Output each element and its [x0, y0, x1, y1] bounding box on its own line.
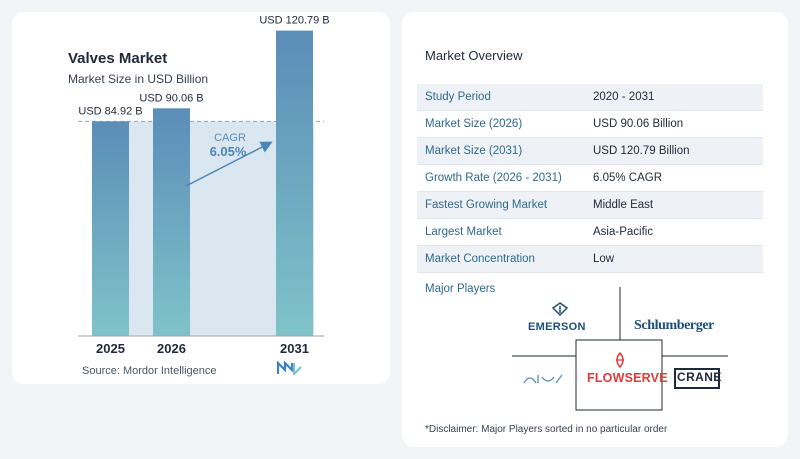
source-text: Source: Mordor Intelligence [82, 365, 217, 377]
overview-row-label: Study Period [425, 91, 491, 103]
emerson-icon [552, 302, 568, 316]
mordor-logo-icon [277, 361, 302, 375]
overview-row-label: Market Size (2026) [425, 118, 523, 130]
players-grid [512, 287, 728, 411]
category-label-2031: 2031 [280, 341, 309, 356]
logo-schlumberger: Schlumberger [634, 318, 714, 333]
cagr-arrow [185, 141, 273, 187]
overview-row: Market Size (2031) USD 120.79 Billion [417, 138, 763, 165]
logo-flowserve: FLOWSERVE [587, 371, 668, 385]
value-label-2026: USD 90.06 B [139, 92, 203, 104]
crane-logo-box [674, 368, 720, 389]
value-label-2025: USD 84.92 B [78, 105, 142, 117]
overview-row: Fastest Growing Market Middle East [417, 192, 763, 219]
overview-row-value: Asia-Pacific [593, 226, 654, 238]
bar-2026 [153, 108, 190, 336]
category-label-2025: 2025 [96, 341, 125, 356]
overview-row: Largest Market Asia-Pacific [417, 219, 763, 246]
overview-row: Growth Rate (2026 - 2031) 6.05% CAGR [417, 165, 763, 192]
cagr-label: CAGR [214, 132, 246, 144]
overview-row: Market Concentration Low [417, 246, 763, 273]
overview-row-label: Market Concentration [425, 253, 535, 265]
overview-row-value: USD 90.06 Billion [593, 118, 684, 130]
overview-row-label: Market Size (2031) [425, 145, 523, 157]
overview-table: Study Period 2020 - 2031 Market Size (2026… [417, 84, 763, 273]
chart-subtitle: Market Size in USD Billion [68, 72, 209, 86]
category-label-2026: 2026 [157, 341, 186, 356]
cagr-value: 6.05% [210, 144, 247, 159]
major-players-title: Major Players [425, 283, 496, 295]
bar-2031 [276, 30, 313, 336]
overview-row-value: Middle East [593, 199, 654, 211]
overview-row-value: Low [593, 253, 615, 265]
chart-title: Valves Market [68, 50, 168, 67]
overview-row-value: 6.05% CAGR [593, 172, 663, 184]
overview-row-label: Largest Market [425, 226, 502, 238]
overview-row-value: 2020 - 2031 [593, 91, 655, 103]
alfa-laval-logo-icon [523, 374, 563, 384]
overview-row-label: Growth Rate (2026 - 2031) [425, 172, 562, 184]
value-label-2031: USD 120.79 B [259, 15, 329, 27]
bar-chart: USD 84.92 B 2025 USD 90.06 B 2026 USD 120.79… [78, 15, 330, 356]
overview-title: Market Overview [425, 48, 523, 63]
overview-row: Market Size (2026) USD 90.06 Billion [417, 111, 763, 138]
flowserve-icon [616, 352, 624, 368]
overview-row: Study Period 2020 - 2031 [417, 84, 763, 111]
overview-row-label: Fastest Growing Market [425, 199, 548, 211]
logo-crane: CRANE [677, 370, 722, 384]
logo-emerson: EMERSON [528, 321, 586, 333]
disclaimer: *Disclaimer: Major Players sorted in no … [425, 424, 668, 435]
overview-row-value: USD 120.79 Billion [593, 145, 690, 157]
bar-2025 [92, 121, 129, 337]
